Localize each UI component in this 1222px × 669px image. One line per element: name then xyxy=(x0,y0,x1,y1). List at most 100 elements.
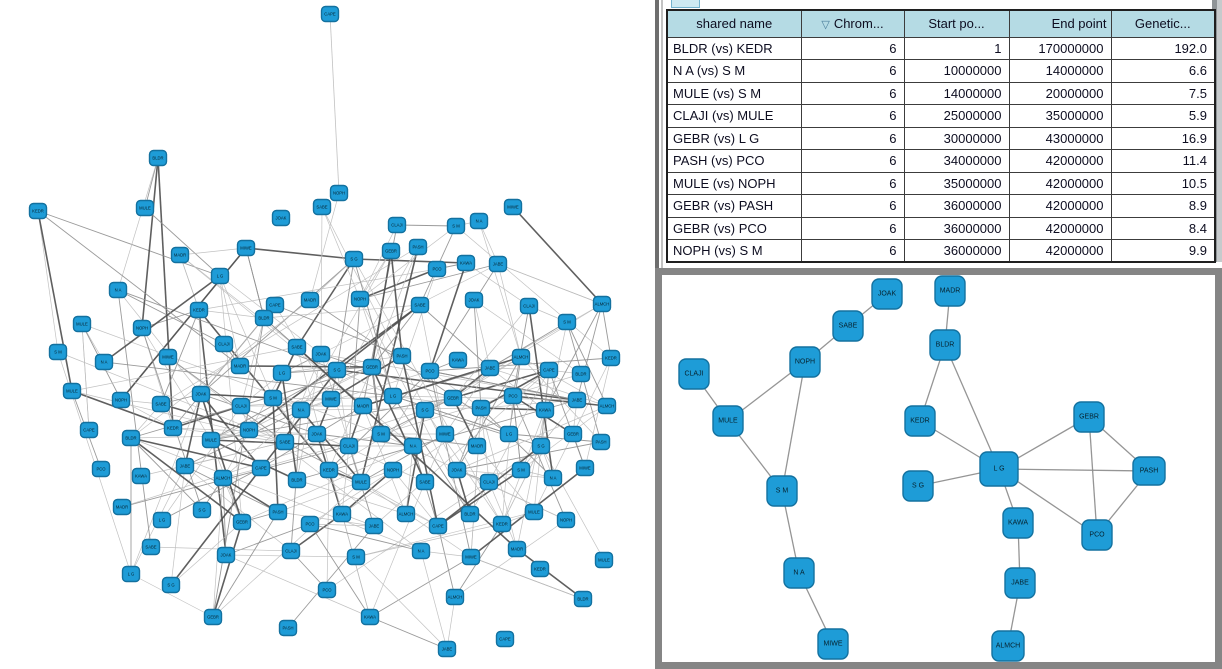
network-node[interactable] xyxy=(383,461,403,479)
column-header-2[interactable]: Start po... xyxy=(903,9,1010,38)
table-row[interactable]: N A (vs) S M 6 10000000 14000000 6.6 xyxy=(666,59,1216,83)
network-node[interactable] xyxy=(934,275,966,307)
network-node[interactable] xyxy=(192,501,212,519)
network-node[interactable] xyxy=(350,290,370,308)
network-node[interactable] xyxy=(141,538,161,556)
network-node[interactable] xyxy=(575,459,595,477)
cell-value[interactable]: 9.9 xyxy=(1110,239,1216,263)
network-node[interactable] xyxy=(132,319,152,337)
network-node[interactable] xyxy=(135,199,155,217)
network-node[interactable] xyxy=(495,630,515,648)
cell-value[interactable]: 5.9 xyxy=(1110,104,1216,128)
cell-shared-name[interactable]: PASH (vs) PCO xyxy=(666,149,802,173)
network-node[interactable] xyxy=(263,389,283,407)
main-network-canvas[interactable]: CAPE BLDR KEDR MULE NOPH SABE JOAK CLAJI S M N A M… xyxy=(0,0,655,669)
network-node[interactable] xyxy=(467,437,487,455)
network-node[interactable] xyxy=(351,473,371,491)
table-row[interactable]: GEBR (vs) L G 6 30000000 43000000 16.9 xyxy=(666,126,1216,150)
cell-value[interactable]: 42000000 xyxy=(1008,194,1112,218)
cell-value[interactable]: 6 xyxy=(800,104,905,128)
network-node[interactable] xyxy=(148,149,168,167)
cell-value[interactable]: 6 xyxy=(800,171,905,195)
network-node[interactable] xyxy=(230,357,250,375)
network-node[interactable] xyxy=(300,291,320,309)
network-node[interactable] xyxy=(108,281,128,299)
subnetwork-canvas[interactable]: JOAK MADR SABE BLDR NOPH CLAJI MULE KEDR GEBR L G… xyxy=(662,275,1215,662)
network-node[interactable] xyxy=(464,291,484,309)
cell-shared-name[interactable]: CLAJI (vs) MULE xyxy=(666,104,802,128)
scrollbar-thumb[interactable] xyxy=(671,0,700,8)
cell-value[interactable]: 35000000 xyxy=(1008,104,1112,128)
network-node[interactable] xyxy=(216,546,236,564)
network-node[interactable] xyxy=(488,255,508,273)
network-node[interactable] xyxy=(783,557,815,589)
network-node[interactable] xyxy=(479,473,499,491)
cell-value[interactable]: 6 xyxy=(800,216,905,240)
network-node[interactable] xyxy=(902,470,934,502)
network-node[interactable] xyxy=(420,362,440,380)
network-node[interactable] xyxy=(1132,456,1166,486)
network-node[interactable] xyxy=(817,628,849,660)
network-node[interactable] xyxy=(511,461,531,479)
network-node[interactable] xyxy=(789,346,821,378)
network-node[interactable] xyxy=(556,511,576,529)
network-node[interactable] xyxy=(1073,401,1105,433)
network-node[interactable] xyxy=(161,576,181,594)
network-node[interactable] xyxy=(371,425,391,443)
network-node[interactable] xyxy=(446,217,466,235)
network-node[interactable] xyxy=(507,540,527,558)
network-node[interactable] xyxy=(94,353,114,371)
network-node[interactable] xyxy=(271,209,291,227)
network-node[interactable] xyxy=(121,565,141,583)
network-node[interactable] xyxy=(152,511,172,529)
cell-value[interactable]: 170000000 xyxy=(1008,36,1112,60)
network-node[interactable] xyxy=(712,405,744,437)
cell-value[interactable]: 8.4 xyxy=(1110,216,1216,240)
network-node[interactable] xyxy=(461,548,481,566)
network-node[interactable] xyxy=(437,640,457,658)
network-node[interactable] xyxy=(268,503,288,521)
network-node[interactable] xyxy=(456,254,476,272)
network-node[interactable] xyxy=(447,461,467,479)
cell-value[interactable]: 42000000 xyxy=(1008,239,1112,263)
network-node[interactable] xyxy=(1002,507,1034,539)
network-node[interactable] xyxy=(287,338,307,356)
network-node[interactable] xyxy=(396,505,416,523)
network-node[interactable] xyxy=(111,391,131,409)
cell-value[interactable]: 14000000 xyxy=(1008,59,1112,83)
network-node[interactable] xyxy=(499,425,519,443)
network-node[interactable] xyxy=(832,310,864,342)
cell-shared-name[interactable]: GEBR (vs) L G xyxy=(666,126,802,150)
cell-value[interactable]: 42000000 xyxy=(1008,171,1112,195)
cell-value[interactable]: 14000000 xyxy=(903,81,1010,105)
network-node[interactable] xyxy=(121,429,141,447)
cell-value[interactable]: 192.0 xyxy=(1110,36,1216,60)
cell-value[interactable]: 43000000 xyxy=(1008,126,1112,150)
network-node[interactable] xyxy=(287,471,307,489)
network-node[interactable] xyxy=(567,391,587,409)
network-node[interactable] xyxy=(991,630,1025,662)
network-node[interactable] xyxy=(91,460,111,478)
network-node[interactable] xyxy=(307,425,327,443)
network-node[interactable] xyxy=(236,239,256,257)
network-node[interactable] xyxy=(435,425,455,443)
network-node[interactable] xyxy=(239,421,259,439)
network-node[interactable] xyxy=(203,608,223,626)
network-node[interactable] xyxy=(72,315,92,333)
cell-value[interactable]: 6 xyxy=(800,59,905,83)
network-node[interactable] xyxy=(448,351,468,369)
network-node[interactable] xyxy=(317,581,337,599)
network-node[interactable] xyxy=(251,459,271,477)
cell-value[interactable]: 30000000 xyxy=(903,126,1010,150)
network-node[interactable] xyxy=(571,365,591,383)
cell-value[interactable]: 42000000 xyxy=(1008,216,1112,240)
cell-value[interactable]: 20000000 xyxy=(1008,81,1112,105)
cell-shared-name[interactable]: MULE (vs) NOPH xyxy=(666,171,802,195)
network-node[interactable] xyxy=(48,343,68,361)
network-node[interactable] xyxy=(329,184,349,202)
cell-value[interactable]: 10000000 xyxy=(903,59,1010,83)
cell-shared-name[interactable]: MULE (vs) S M xyxy=(666,81,802,105)
network-node[interactable] xyxy=(766,475,798,507)
table-row[interactable]: GEBR (vs) PASH 6 36000000 42000000 8.9 xyxy=(666,194,1216,218)
network-node[interactable] xyxy=(362,358,382,376)
